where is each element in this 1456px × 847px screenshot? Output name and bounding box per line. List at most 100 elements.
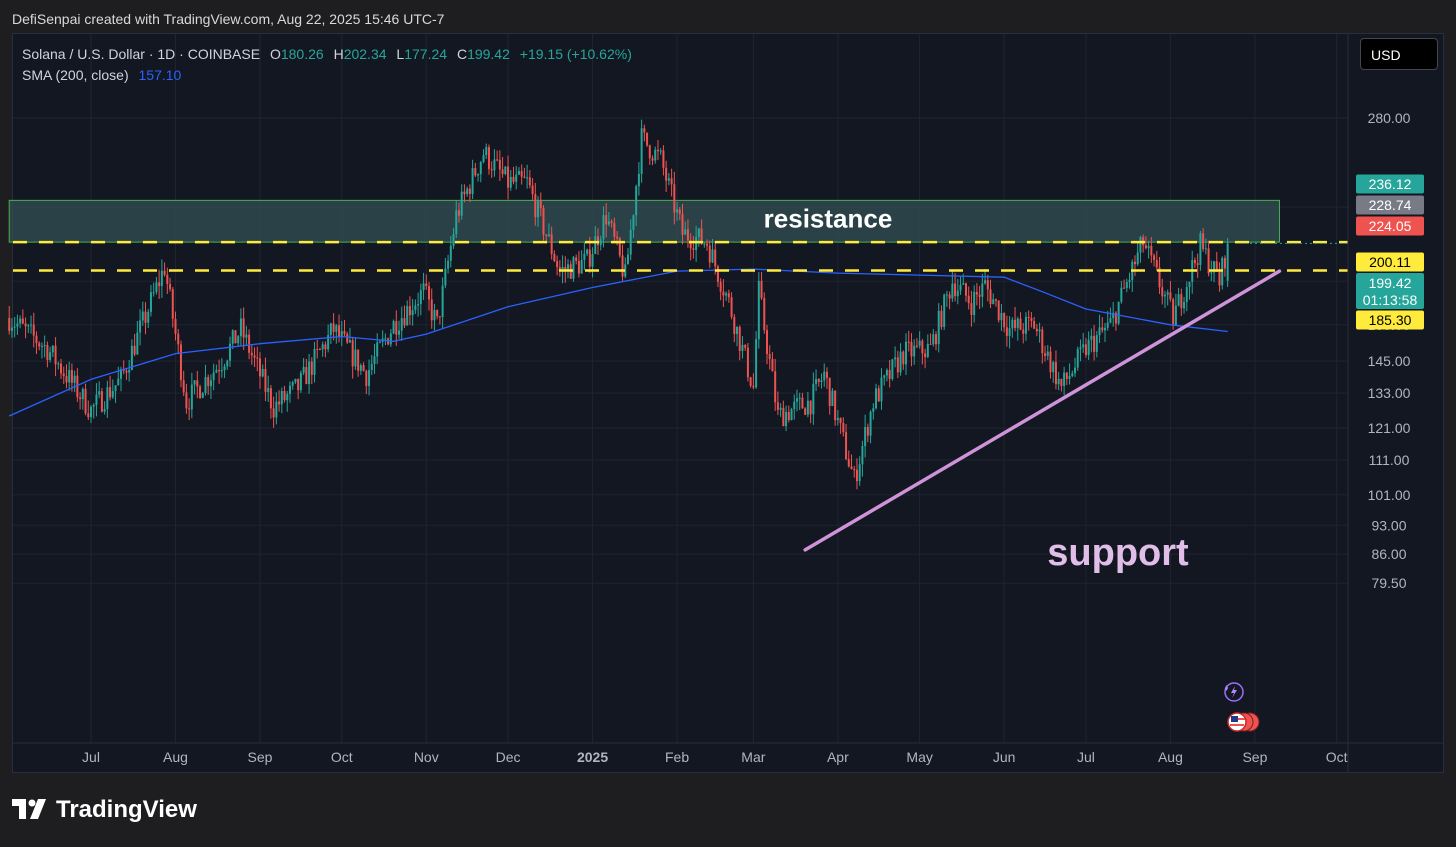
candle-body xyxy=(686,229,689,241)
candle xyxy=(673,171,676,225)
candle-body xyxy=(398,330,401,335)
candle-body xyxy=(706,243,709,246)
chart-frame[interactable] xyxy=(12,33,1444,773)
candle xyxy=(1136,241,1139,266)
candle-body xyxy=(1016,318,1019,329)
candle xyxy=(580,250,583,274)
sma-value: 157.10 xyxy=(138,67,182,83)
candle xyxy=(392,319,395,335)
candle-body xyxy=(716,266,719,282)
candle xyxy=(1087,331,1090,360)
candle-body xyxy=(335,325,338,332)
candle xyxy=(147,308,150,329)
candle-body xyxy=(853,469,856,471)
candle xyxy=(302,357,305,376)
candle-body xyxy=(515,174,518,182)
candle-body xyxy=(539,199,542,209)
candle-body xyxy=(648,145,651,159)
candle-body xyxy=(57,363,60,365)
candle xyxy=(725,291,728,301)
candle-body xyxy=(719,281,722,292)
candle-body xyxy=(1074,367,1077,374)
candle xyxy=(403,305,406,329)
candle xyxy=(599,235,602,251)
candle xyxy=(1063,366,1066,396)
candle xyxy=(629,219,632,261)
candle-body xyxy=(362,365,365,371)
candle-body xyxy=(795,398,798,402)
candle-body xyxy=(438,316,441,318)
candle-body xyxy=(689,240,692,249)
candle xyxy=(997,300,1000,323)
candle xyxy=(531,178,534,200)
candle-body xyxy=(880,377,883,402)
candle xyxy=(68,361,71,391)
candle-body xyxy=(46,344,49,361)
candle-body xyxy=(253,355,256,358)
candle xyxy=(1084,337,1087,358)
candle xyxy=(264,357,267,402)
y-tick-label: 133.00 xyxy=(1368,385,1411,401)
candle xyxy=(190,372,193,419)
candle xyxy=(1166,289,1169,306)
candle xyxy=(24,317,27,339)
candle-body xyxy=(1213,261,1216,273)
candle xyxy=(1125,278,1128,293)
candle-body xyxy=(877,388,880,402)
candle xyxy=(654,146,657,164)
candle xyxy=(981,273,984,308)
candle-body xyxy=(850,466,853,470)
candle xyxy=(861,440,864,477)
candle-body xyxy=(245,334,248,338)
candle-body xyxy=(913,345,916,357)
candle xyxy=(504,166,507,176)
candle-body xyxy=(967,295,970,304)
candle-body xyxy=(160,270,163,287)
candle-body xyxy=(482,155,485,163)
candle xyxy=(692,235,695,259)
candle xyxy=(975,283,978,306)
candle-body xyxy=(21,318,24,324)
candle xyxy=(144,302,147,335)
candle xyxy=(706,239,709,251)
candle-body xyxy=(572,257,575,279)
candle-body xyxy=(1071,373,1074,377)
candle-body xyxy=(408,306,411,316)
candle xyxy=(267,375,270,403)
candle-body xyxy=(929,343,932,345)
candle-body xyxy=(1123,287,1126,289)
candle xyxy=(1161,278,1164,305)
currency-button[interactable]: USD xyxy=(1360,38,1438,70)
candle xyxy=(915,338,918,349)
price-tag-value: 236.12 xyxy=(1369,176,1412,192)
candle xyxy=(962,273,965,285)
candle-body xyxy=(528,177,531,186)
candle-body xyxy=(299,372,302,391)
candle xyxy=(1215,251,1218,272)
high-value: 202.34 xyxy=(343,46,387,62)
candle xyxy=(297,378,300,400)
candle xyxy=(1218,262,1221,292)
candle xyxy=(659,148,662,155)
candle xyxy=(1169,281,1172,302)
candle xyxy=(1183,296,1186,314)
candle xyxy=(1120,280,1123,304)
lightning-event-icon[interactable] xyxy=(1224,682,1244,702)
candle xyxy=(163,262,166,277)
candle-body xyxy=(84,388,87,414)
candle-body xyxy=(359,365,362,371)
candle xyxy=(1163,291,1166,309)
candle xyxy=(523,167,526,179)
us-flag-event-icon[interactable] xyxy=(1227,712,1260,732)
candle xyxy=(888,360,891,388)
event-icons[interactable] xyxy=(1222,678,1268,740)
candle xyxy=(1079,339,1082,362)
candle xyxy=(665,160,668,192)
candle xyxy=(357,349,360,377)
candle xyxy=(537,195,540,227)
candle-body xyxy=(567,264,570,271)
candle-body xyxy=(329,323,332,336)
candle xyxy=(572,255,575,282)
